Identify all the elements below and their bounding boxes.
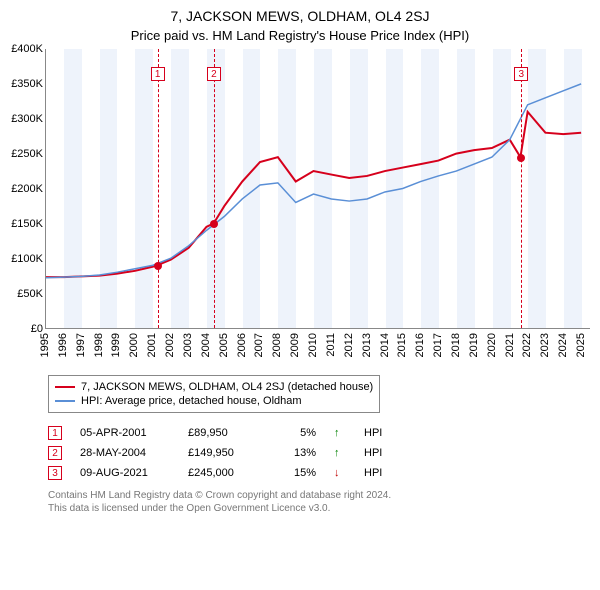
- x-tick-label: 2001: [146, 333, 158, 357]
- y-tick-label: £400K: [11, 43, 43, 55]
- y-axis: £0£50K£100K£150K£200K£250K£300K£350K£400…: [0, 49, 45, 329]
- x-tick-label: 2006: [236, 333, 248, 357]
- x-tick-label: 1998: [93, 333, 105, 357]
- transaction-marker: 2: [48, 446, 62, 460]
- legend-row: 7, JACKSON MEWS, OLDHAM, OL4 2SJ (detach…: [55, 380, 373, 394]
- x-tick-label: 2007: [253, 333, 265, 357]
- x-tick-label: 2005: [218, 333, 230, 357]
- x-tick-label: 2010: [307, 333, 319, 357]
- x-tick-label: 2015: [396, 333, 408, 357]
- x-tick-label: 1996: [57, 333, 69, 357]
- x-tick-label: 2000: [128, 333, 140, 357]
- marker-line: [158, 49, 159, 328]
- legend-swatch: [55, 400, 75, 402]
- footer-attribution: Contains HM Land Registry data © Crown c…: [48, 489, 590, 515]
- chart-container: 7, JACKSON MEWS, OLDHAM, OL4 2SJ Price p…: [0, 0, 600, 515]
- footer-line-2: This data is licensed under the Open Gov…: [48, 502, 590, 515]
- y-tick-label: £250K: [11, 148, 43, 160]
- x-tick-label: 2020: [486, 333, 498, 357]
- x-tick-label: 1995: [39, 333, 51, 357]
- transaction-price: £89,950: [188, 427, 258, 439]
- x-tick-label: 2013: [361, 333, 373, 357]
- x-tick-label: 2016: [414, 333, 426, 357]
- x-tick-label: 2009: [289, 333, 301, 357]
- line-layer: [46, 49, 590, 328]
- x-tick-label: 2011: [325, 333, 337, 357]
- legend-label: HPI: Average price, detached house, Oldh…: [81, 395, 302, 407]
- legend: 7, JACKSON MEWS, OLDHAM, OL4 2SJ (detach…: [48, 375, 380, 413]
- x-tick-label: 2022: [521, 333, 533, 357]
- legend-swatch: [55, 386, 75, 388]
- arrow-up-icon: ↑: [334, 447, 346, 459]
- y-tick-label: £50K: [17, 288, 43, 300]
- x-tick-label: 2021: [504, 333, 516, 357]
- transaction-price: £149,950: [188, 447, 258, 459]
- transaction-row: 1 05-APR-2001 £89,950 5% ↑ HPI: [48, 423, 590, 443]
- x-tick-label: 2008: [271, 333, 283, 357]
- series-hpi: [46, 84, 581, 278]
- arrow-up-icon: ↑: [334, 427, 346, 439]
- x-tick-label: 2004: [200, 333, 212, 357]
- x-tick-label: 2012: [343, 333, 355, 357]
- x-tick-label: 2014: [379, 333, 391, 357]
- marker-line: [521, 49, 522, 328]
- x-tick-label: 2003: [182, 333, 194, 357]
- marker-line: [214, 49, 215, 328]
- y-tick-label: £200K: [11, 183, 43, 195]
- y-tick-label: £100K: [11, 253, 43, 265]
- plot-area: 1 2 3: [45, 49, 590, 329]
- marker-dot: [154, 262, 162, 270]
- transaction-row: 3 09-AUG-2021 £245,000 15% ↓ HPI: [48, 463, 590, 483]
- transaction-table: 1 05-APR-2001 £89,950 5% ↑ HPI 2 28-MAY-2004 £14…: [48, 423, 590, 483]
- chart-subtitle: Price paid vs. HM Land Registry's House …: [0, 24, 600, 49]
- transaction-suffix: HPI: [364, 427, 382, 439]
- x-tick-label: 1997: [75, 333, 87, 357]
- marker-box: 2: [207, 67, 221, 81]
- arrow-down-icon: ↓: [334, 467, 346, 479]
- x-tick-label: 2017: [432, 333, 444, 357]
- x-tick-label: 2025: [575, 333, 587, 357]
- transaction-date: 05-APR-2001: [80, 427, 170, 439]
- x-axis: 1995199619971998199920002001200220032004…: [45, 331, 590, 369]
- y-tick-label: £150K: [11, 218, 43, 230]
- y-tick-label: £300K: [11, 113, 43, 125]
- x-tick-label: 1999: [110, 333, 122, 357]
- x-tick-label: 2018: [450, 333, 462, 357]
- marker-dot: [210, 220, 218, 228]
- legend-label: 7, JACKSON MEWS, OLDHAM, OL4 2SJ (detach…: [81, 381, 373, 393]
- transaction-row: 2 28-MAY-2004 £149,950 13% ↑ HPI: [48, 443, 590, 463]
- marker-box: 1: [151, 67, 165, 81]
- transaction-marker: 1: [48, 426, 62, 440]
- legend-row: HPI: Average price, detached house, Oldh…: [55, 394, 373, 408]
- transaction-pct: 13%: [276, 447, 316, 459]
- chart-area: £0£50K£100K£150K£200K£250K£300K£350K£400…: [0, 49, 600, 369]
- x-tick-label: 2024: [557, 333, 569, 357]
- footer-line-1: Contains HM Land Registry data © Crown c…: [48, 489, 590, 502]
- transaction-marker: 3: [48, 466, 62, 480]
- x-tick-label: 2019: [468, 333, 480, 357]
- marker-dot: [517, 154, 525, 162]
- transaction-suffix: HPI: [364, 447, 382, 459]
- y-tick-label: £350K: [11, 78, 43, 90]
- transaction-suffix: HPI: [364, 467, 382, 479]
- marker-box: 3: [514, 67, 528, 81]
- transaction-date: 28-MAY-2004: [80, 447, 170, 459]
- transaction-pct: 15%: [276, 467, 316, 479]
- transaction-price: £245,000: [188, 467, 258, 479]
- transaction-pct: 5%: [276, 427, 316, 439]
- transaction-date: 09-AUG-2021: [80, 467, 170, 479]
- x-tick-label: 2023: [539, 333, 551, 357]
- chart-title: 7, JACKSON MEWS, OLDHAM, OL4 2SJ: [0, 0, 600, 24]
- x-tick-label: 2002: [164, 333, 176, 357]
